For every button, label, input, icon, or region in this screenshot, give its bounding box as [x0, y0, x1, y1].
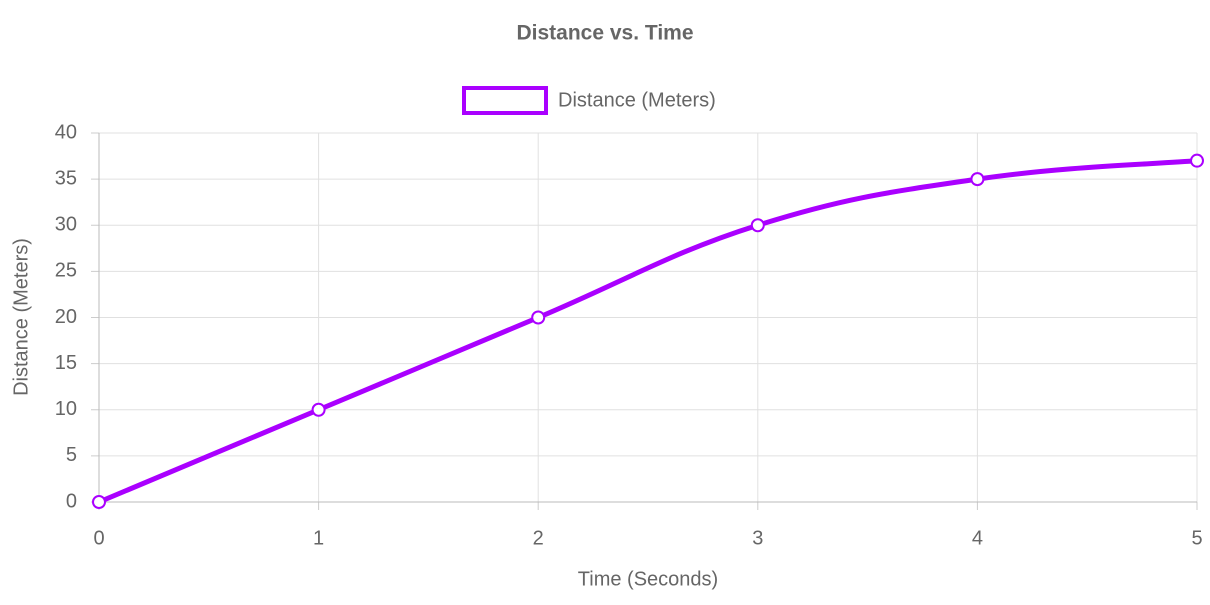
y-tick-label: 25	[55, 260, 77, 282]
y-axis-title: Distance (Meters)	[10, 238, 32, 396]
point	[1190, 153, 1204, 168]
x-tick-label: 5	[1191, 527, 1202, 549]
y-tick-label: 40	[55, 121, 77, 143]
y-tick-label: 20	[55, 306, 77, 328]
x-tick-label: 2	[533, 527, 544, 549]
point	[750, 218, 765, 233]
y-tick-label: 0	[66, 490, 77, 512]
y-tick-label: 30	[55, 214, 77, 236]
legend-label: Distance (Meters)	[558, 89, 716, 111]
chart-title: Distance vs. Time	[516, 22, 693, 45]
y-tick-label: 5	[66, 444, 77, 466]
point	[92, 495, 106, 509]
x-tick-label: 1	[313, 527, 324, 549]
x-axis-title: Time (Seconds)	[578, 568, 718, 590]
point	[970, 172, 985, 187]
x-tick-label: 4	[972, 527, 983, 549]
x-tick-label: 3	[752, 527, 763, 549]
point	[311, 402, 326, 417]
y-tick-label: 15	[55, 352, 77, 374]
y-tick-label: 35	[55, 167, 77, 189]
legend-swatch	[462, 86, 548, 115]
y-tick-label: 10	[55, 398, 77, 420]
line	[98, 158, 1198, 505]
x-tick-label: 0	[93, 527, 104, 549]
point	[531, 310, 546, 325]
